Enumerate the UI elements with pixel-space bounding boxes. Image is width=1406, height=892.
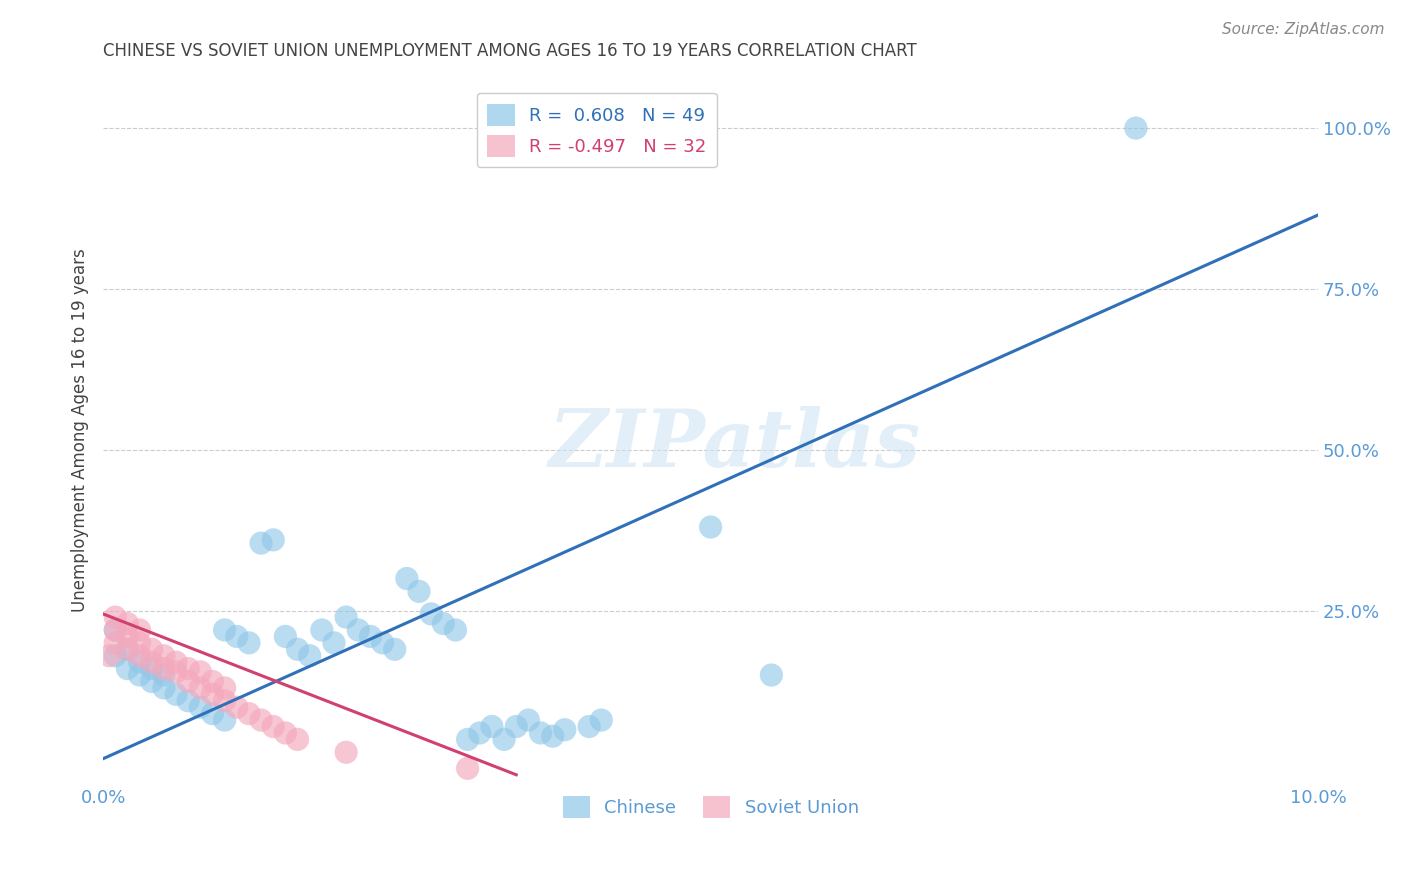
Point xyxy=(384,642,406,657)
Point xyxy=(104,636,127,650)
Y-axis label: Unemployment Among Ages 16 to 19 years: Unemployment Among Ages 16 to 19 years xyxy=(72,249,89,613)
Point xyxy=(188,665,211,679)
Point xyxy=(128,623,150,637)
Point xyxy=(481,719,503,733)
Point xyxy=(98,648,121,663)
Point xyxy=(225,700,247,714)
Point xyxy=(165,665,187,679)
Point xyxy=(262,533,284,547)
Point xyxy=(323,636,346,650)
Point xyxy=(153,681,176,695)
Point xyxy=(335,610,357,624)
Point xyxy=(214,713,236,727)
Point xyxy=(250,713,273,727)
Point xyxy=(298,648,321,663)
Point xyxy=(128,668,150,682)
Point xyxy=(225,629,247,643)
Point xyxy=(153,648,176,663)
Point xyxy=(335,745,357,759)
Point xyxy=(517,713,540,727)
Point xyxy=(128,655,150,669)
Point xyxy=(468,726,491,740)
Point xyxy=(117,662,139,676)
Point xyxy=(432,616,454,631)
Point xyxy=(250,536,273,550)
Point xyxy=(153,662,176,676)
Point xyxy=(214,623,236,637)
Point xyxy=(238,706,260,721)
Point xyxy=(117,642,139,657)
Text: CHINESE VS SOVIET UNION UNEMPLOYMENT AMONG AGES 16 TO 19 YEARS CORRELATION CHART: CHINESE VS SOVIET UNION UNEMPLOYMENT AMO… xyxy=(103,42,917,60)
Point xyxy=(274,629,297,643)
Point xyxy=(554,723,576,737)
Point xyxy=(214,681,236,695)
Point xyxy=(761,668,783,682)
Point xyxy=(153,668,176,682)
Point xyxy=(128,648,150,663)
Point xyxy=(165,687,187,701)
Point xyxy=(494,732,516,747)
Point xyxy=(541,729,564,743)
Point xyxy=(1125,121,1147,136)
Point xyxy=(457,732,479,747)
Point xyxy=(104,648,127,663)
Point xyxy=(529,726,551,740)
Point xyxy=(347,623,370,637)
Point xyxy=(177,694,200,708)
Point xyxy=(591,713,613,727)
Point xyxy=(699,520,721,534)
Point xyxy=(444,623,467,637)
Point xyxy=(177,674,200,689)
Point xyxy=(141,655,163,669)
Point xyxy=(359,629,381,643)
Point xyxy=(408,584,430,599)
Point xyxy=(201,706,224,721)
Point xyxy=(371,636,394,650)
Text: Source: ZipAtlas.com: Source: ZipAtlas.com xyxy=(1222,22,1385,37)
Point xyxy=(287,732,309,747)
Point xyxy=(188,681,211,695)
Point xyxy=(141,642,163,657)
Point xyxy=(165,655,187,669)
Point xyxy=(238,636,260,650)
Point xyxy=(420,607,443,621)
Point xyxy=(505,719,527,733)
Point xyxy=(201,687,224,701)
Point xyxy=(287,642,309,657)
Point xyxy=(177,662,200,676)
Point xyxy=(117,616,139,631)
Text: ZIPatlas: ZIPatlas xyxy=(548,406,921,483)
Point xyxy=(395,572,418,586)
Point xyxy=(274,726,297,740)
Point xyxy=(457,761,479,775)
Point xyxy=(262,719,284,733)
Point xyxy=(141,662,163,676)
Point xyxy=(117,629,139,643)
Point xyxy=(188,700,211,714)
Point xyxy=(311,623,333,637)
Point xyxy=(141,674,163,689)
Legend: Chinese, Soviet Union: Chinese, Soviet Union xyxy=(555,789,866,825)
Point xyxy=(201,674,224,689)
Point xyxy=(104,623,127,637)
Point xyxy=(214,694,236,708)
Point xyxy=(104,623,127,637)
Point xyxy=(117,642,139,657)
Point xyxy=(104,610,127,624)
Point xyxy=(128,636,150,650)
Point xyxy=(578,719,600,733)
